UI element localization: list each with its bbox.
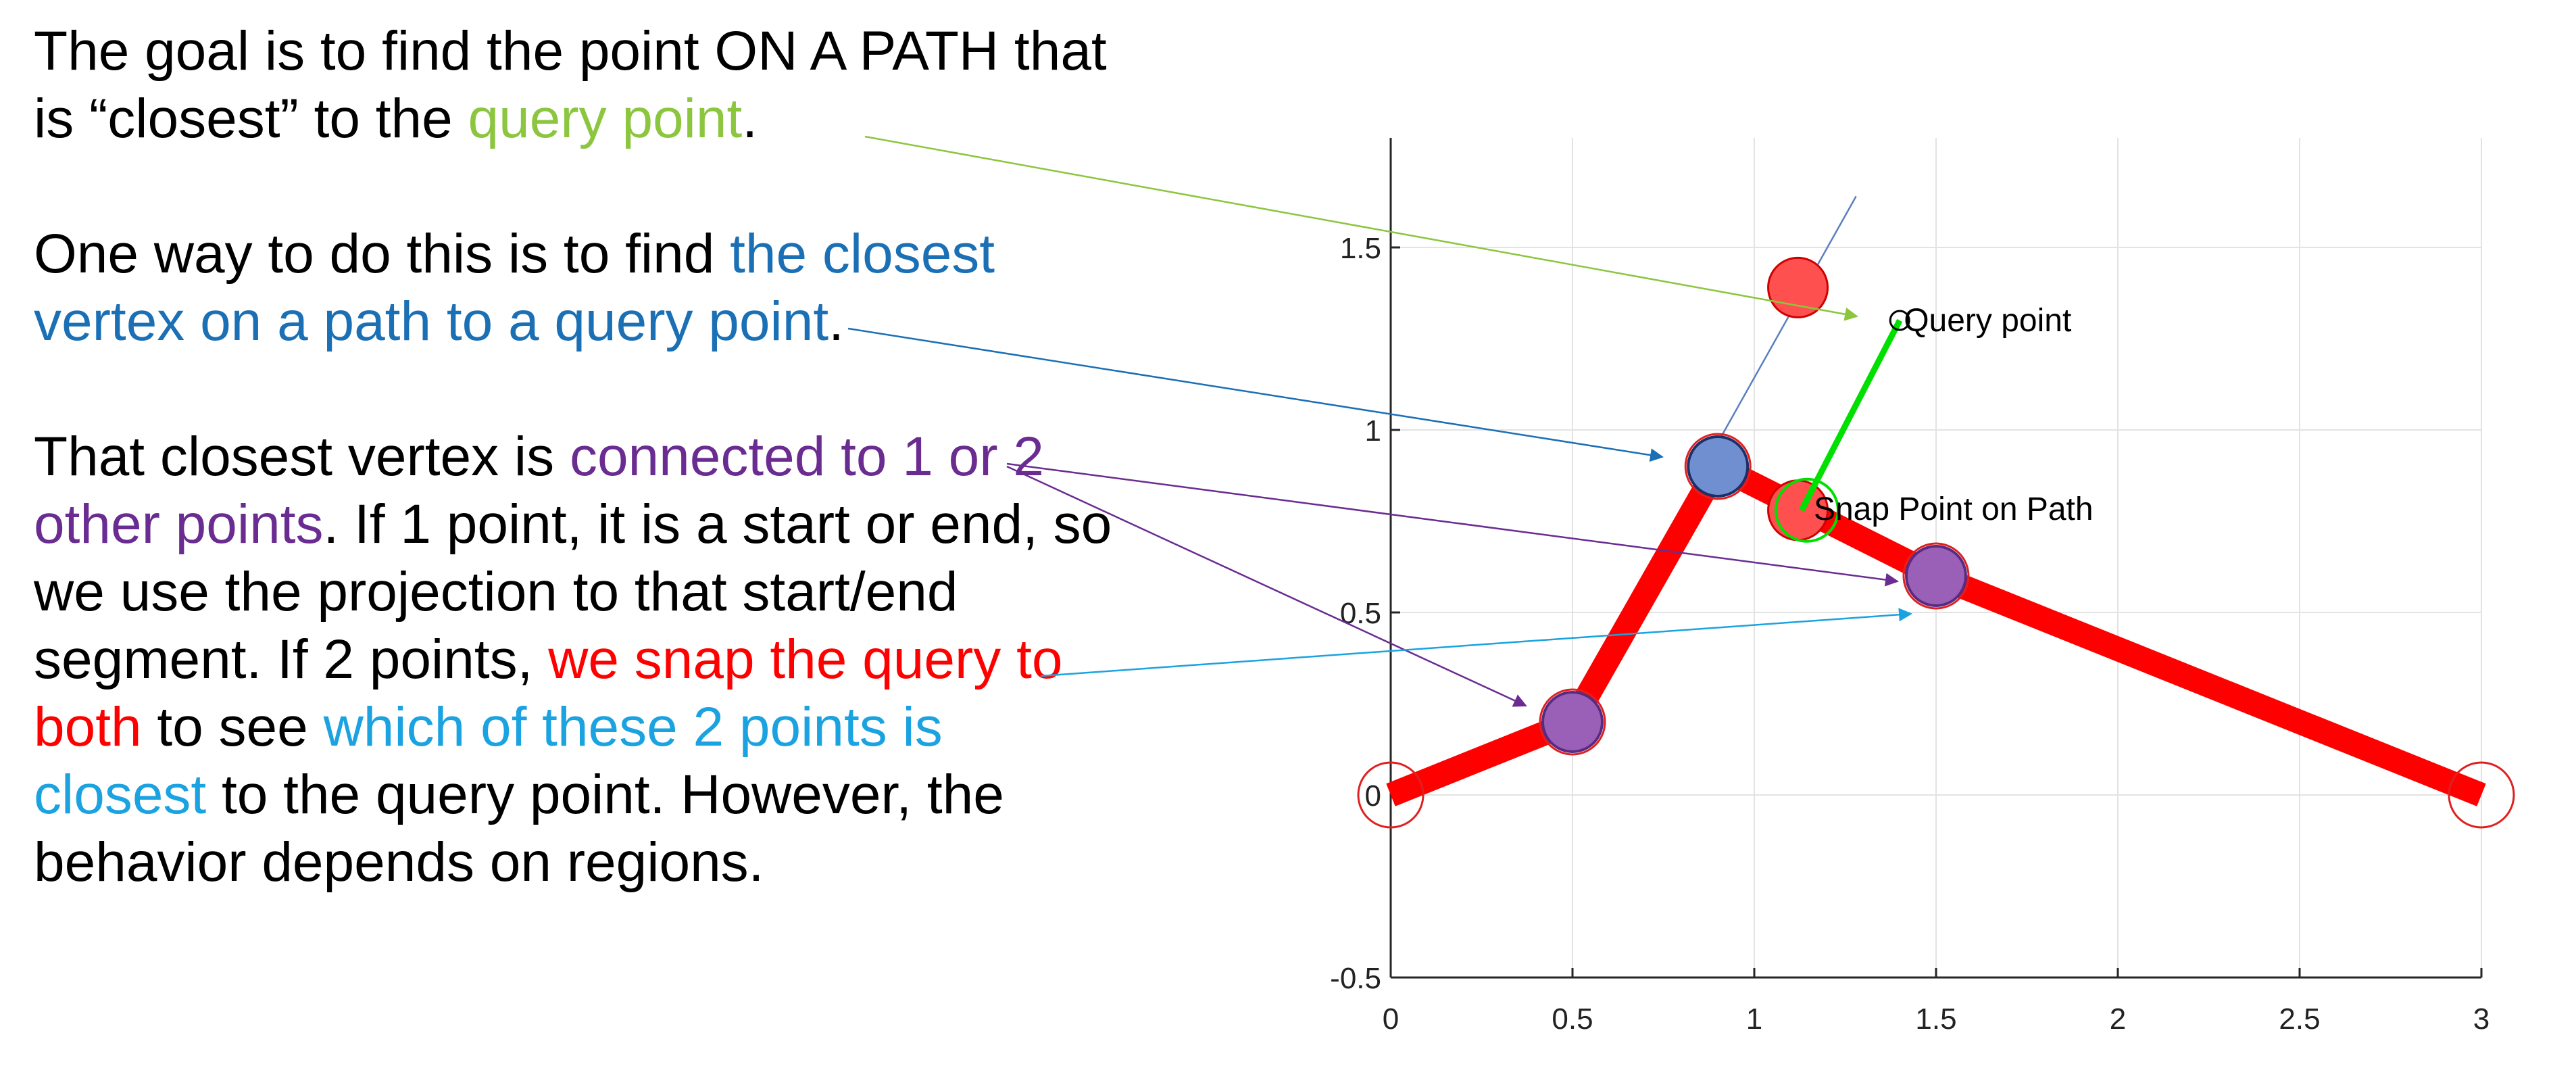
arrow-closest-vertex <box>847 327 1664 462</box>
explanation-text: The goal is to find the point ON A PATH … <box>34 18 1115 896</box>
snap-point-marker <box>1774 477 1839 543</box>
closest-vertex-outline <box>1684 433 1752 500</box>
connected-points-phrase: connected to 1 or 2 other points <box>34 426 1044 555</box>
connection-text-3: to see <box>141 696 324 758</box>
series: Query point Snap Point on Path <box>1357 195 2515 829</box>
snap-both-phrase: we snap the query to both <box>34 629 1063 758</box>
query-point-phrase: query point <box>468 88 743 149</box>
connection-text: That closest vertex is <box>34 426 570 487</box>
neighbor-vertex-marker <box>1905 545 1967 607</box>
snap-point-label: Snap Point on Path <box>1814 491 2094 527</box>
neighbor-vertex-outline <box>1539 688 1606 756</box>
y-tick-label: 1 <box>1365 414 1381 448</box>
x-tick-label: 2 <box>2110 1003 2126 1036</box>
arrow-which-closest <box>1040 608 1912 677</box>
y-tick-label: -0.5 <box>1330 962 1381 995</box>
arrow-query-point <box>864 135 1858 321</box>
neighbor-vertex-outline <box>1902 542 1970 610</box>
snap-line <box>1798 318 1903 512</box>
method-period: . <box>828 291 844 352</box>
query-point-label: Query point <box>1904 303 2071 339</box>
paragraph-connection: That closest vertex is connected to 1 or… <box>34 423 1115 896</box>
neighbor-vertex-marker <box>1541 691 1604 753</box>
end-vertex-marker <box>1357 761 1425 829</box>
method-text: One way to do this is to find <box>34 223 730 285</box>
goal-text: The goal is to find the point ON A PATH … <box>34 20 1107 149</box>
guide-line <box>1710 195 1857 456</box>
x-tick-label: 3 <box>2473 1003 2490 1036</box>
tick-labels: 0 0.5 1 1.5 2 2.5 3-0.500.511.5 <box>1330 232 2490 1036</box>
closest-vertex-marker <box>1687 435 1750 498</box>
arrow-connected-right <box>1006 462 1899 587</box>
goal-period: . <box>742 88 758 149</box>
x-tick-label: 2.5 <box>2279 1003 2320 1036</box>
which-closest-phrase: which of these 2 points is closest <box>34 696 943 825</box>
end-vertex-marker <box>2448 761 2515 829</box>
connection-text-2: . If 1 point, it is a start or end, so w… <box>34 493 1112 690</box>
closest-vertex-phrase: the closest vertex on a path to a query … <box>34 223 995 352</box>
x-tick-label: 1.5 <box>1915 1003 1956 1036</box>
y-tick-label: 1.5 <box>1340 232 1381 265</box>
annotation-arrows <box>847 135 1912 707</box>
path-point-marker <box>1767 256 1829 318</box>
y-tick-label: 0 <box>1365 779 1381 813</box>
paragraph-method: One way to do this is to find the closes… <box>34 220 1115 356</box>
paragraph-goal: The goal is to find the point ON A PATH … <box>34 18 1115 153</box>
x-tick-label: 0.5 <box>1552 1003 1593 1036</box>
query-point-marker <box>1889 310 1910 331</box>
x-tick-label: 0 <box>1383 1003 1399 1036</box>
connection-text-4: to the query point. However, the behavio… <box>34 764 1004 893</box>
x-tick-label: 1 <box>1746 1003 1762 1036</box>
arrow-connected-left <box>1006 465 1527 707</box>
axes <box>1389 138 2483 979</box>
y-tick-label: 0.5 <box>1340 597 1381 630</box>
